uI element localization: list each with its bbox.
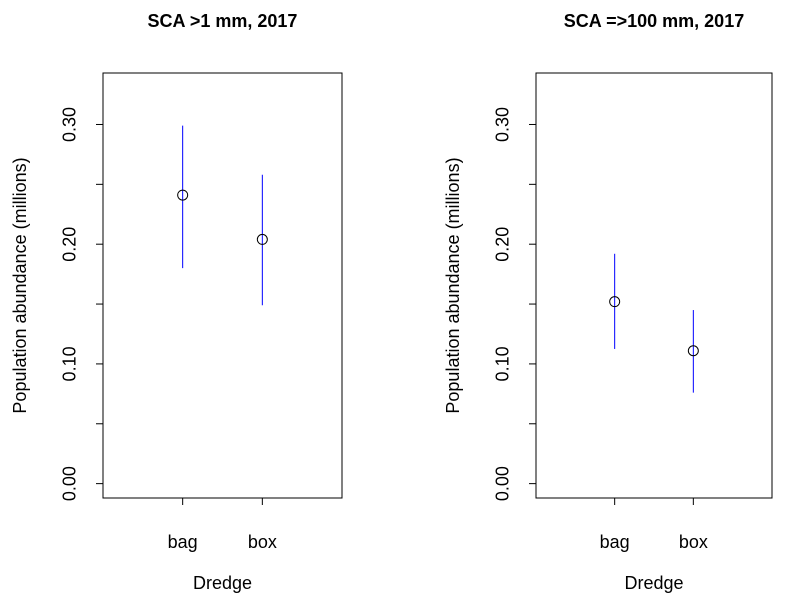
x-tick-label: box	[679, 532, 708, 552]
y-tick-label: 0.10	[60, 346, 80, 381]
chart-title: SCA >1 mm, 2017	[148, 11, 298, 31]
y-tick-label: 0.20	[60, 227, 80, 262]
point	[177, 189, 189, 201]
y-tick-label: 0.30	[493, 107, 513, 142]
x-tick-label: bag	[600, 532, 630, 552]
point	[687, 345, 699, 357]
y-tick-label: 0.00	[493, 466, 513, 501]
x-tick-label: box	[248, 532, 277, 552]
x-tick-label: bag	[168, 532, 198, 552]
x-axis-label: Dredge	[624, 573, 683, 593]
plot-frame	[535, 72, 773, 499]
x-axis-label: Dredge	[193, 573, 252, 593]
y-axis-label: Population abundance (millions)	[10, 157, 30, 413]
y-tick-label: 0.10	[493, 346, 513, 381]
y-axis-label: Population abundance (millions)	[443, 157, 463, 413]
y-tick-label: 0.20	[493, 227, 513, 262]
plot-frame	[102, 72, 343, 499]
chart-title: SCA =>100 mm, 2017	[564, 11, 744, 31]
y-tick-label: 0.30	[60, 107, 80, 142]
y-tick-label: 0.00	[60, 466, 80, 501]
point	[256, 233, 268, 245]
point	[609, 296, 621, 308]
